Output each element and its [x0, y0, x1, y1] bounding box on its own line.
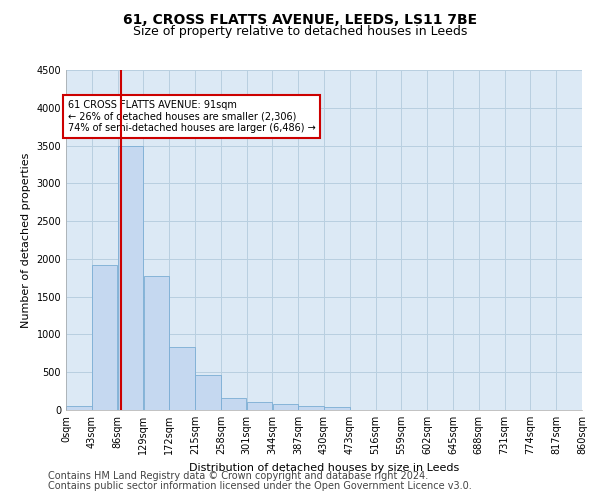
Text: Contains public sector information licensed under the Open Government Licence v3: Contains public sector information licen… [48, 481, 472, 491]
Text: 61 CROSS FLATTS AVENUE: 91sqm
← 26% of detached houses are smaller (2,306)
74% o: 61 CROSS FLATTS AVENUE: 91sqm ← 26% of d… [68, 100, 316, 134]
Bar [221, 398, 247, 410]
Bar [66, 406, 92, 410]
Bar [324, 407, 350, 410]
X-axis label: Distribution of detached houses by size in Leeds: Distribution of detached houses by size … [189, 462, 459, 472]
Bar [298, 406, 324, 410]
Bar [118, 146, 143, 410]
Bar [272, 404, 298, 410]
Text: Contains HM Land Registry data © Crown copyright and database right 2024.: Contains HM Land Registry data © Crown c… [48, 471, 428, 481]
Bar [92, 265, 118, 410]
Text: 61, CROSS FLATTS AVENUE, LEEDS, LS11 7BE: 61, CROSS FLATTS AVENUE, LEEDS, LS11 7BE [123, 12, 477, 26]
Bar [169, 346, 195, 410]
Bar [247, 402, 272, 410]
Y-axis label: Number of detached properties: Number of detached properties [21, 152, 31, 328]
Bar [195, 375, 221, 410]
Text: Size of property relative to detached houses in Leeds: Size of property relative to detached ho… [133, 25, 467, 38]
Bar [143, 276, 169, 410]
